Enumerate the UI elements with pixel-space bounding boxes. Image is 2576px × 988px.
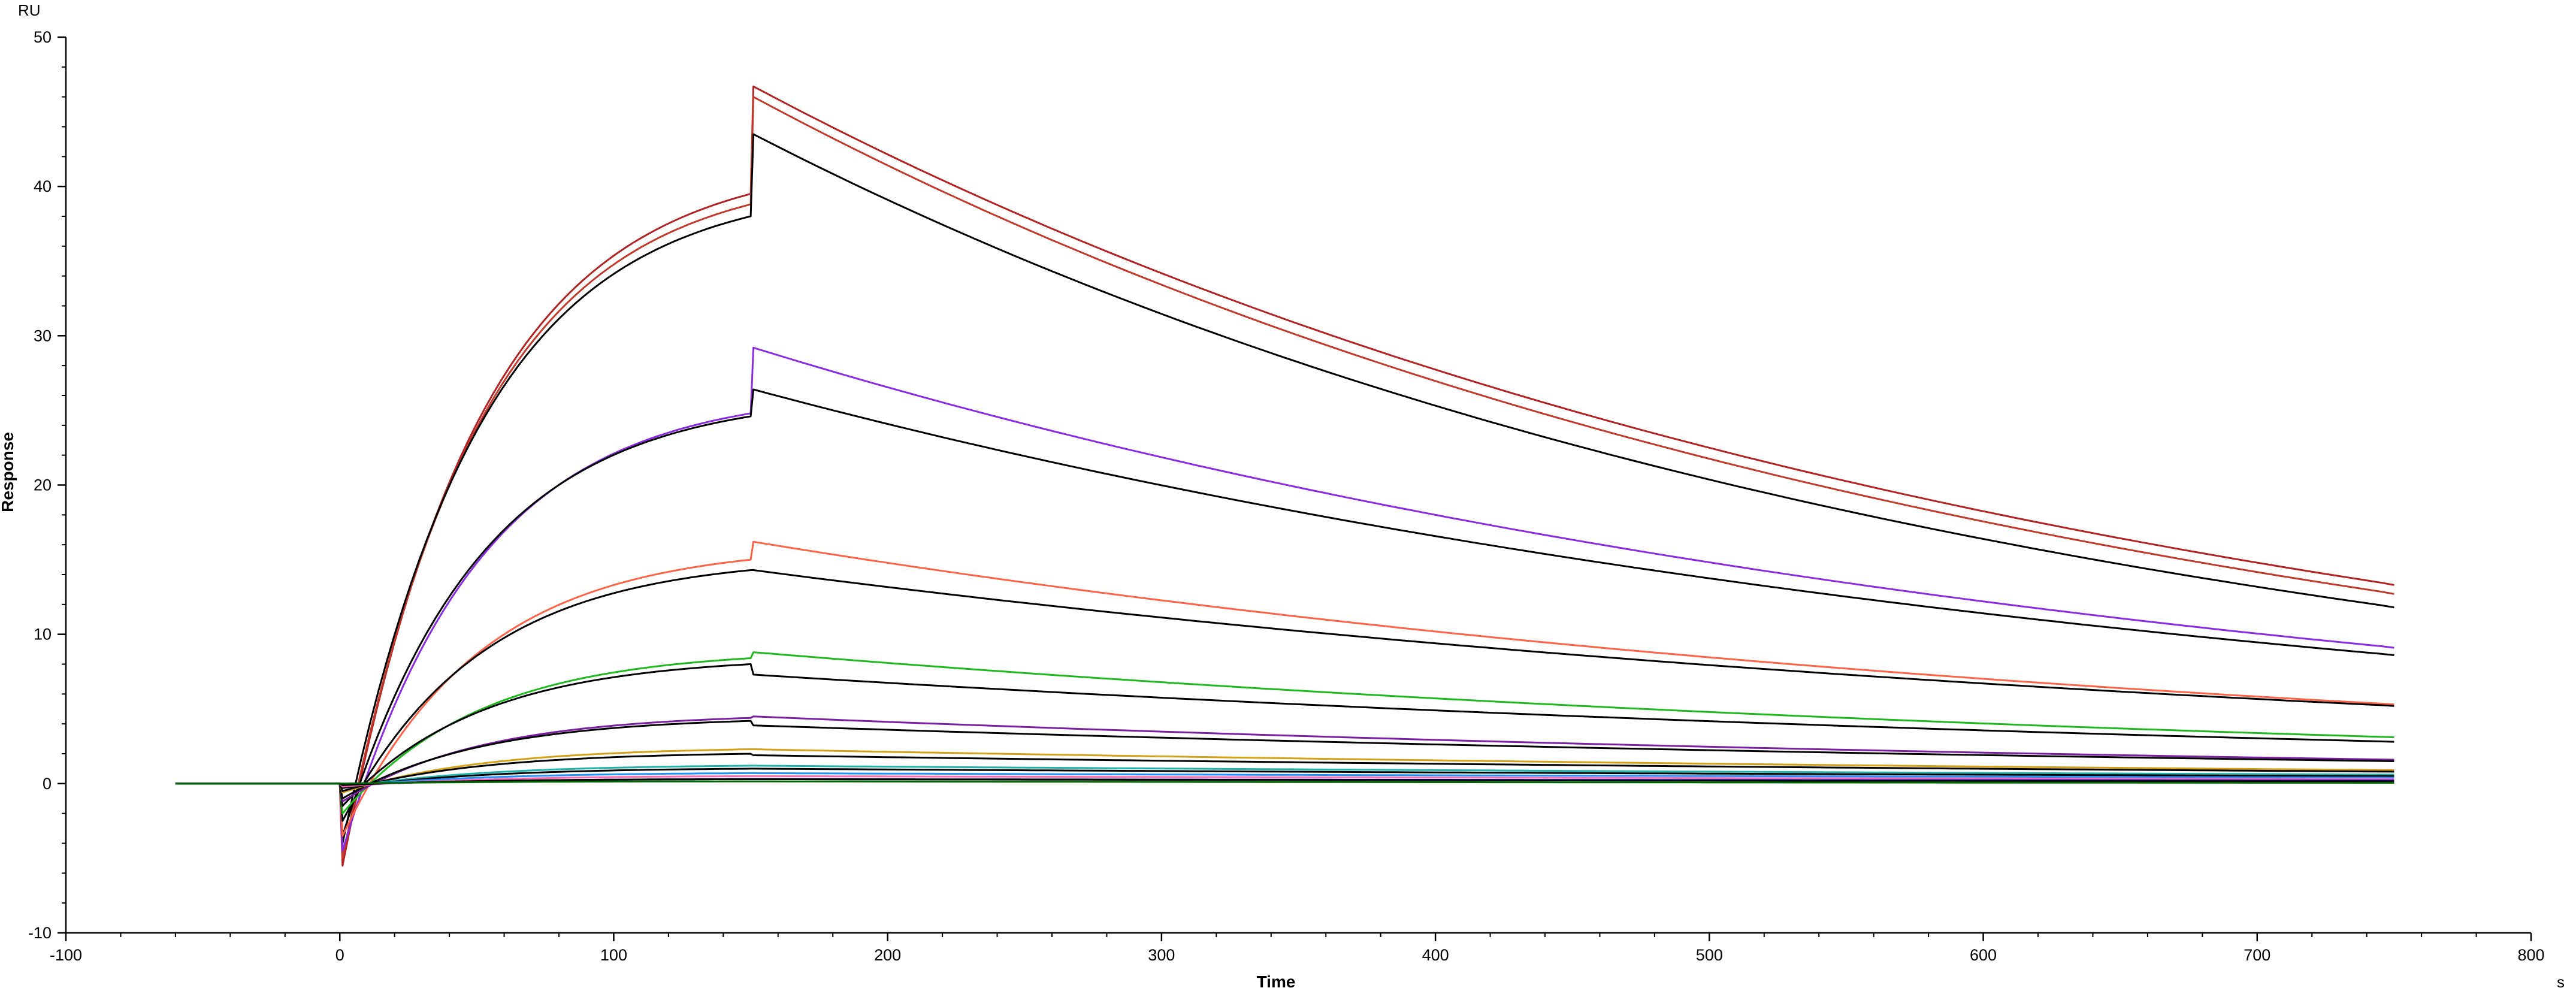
fit-curve-8	[175, 663, 2394, 807]
y-tick-label: 10	[34, 626, 52, 643]
axes	[65, 37, 2531, 934]
measured-curve-0	[175, 85, 2394, 867]
x-tick-label: 100	[600, 946, 627, 964]
measured-curve-16	[175, 775, 2394, 788]
x-axis-unit: s	[2557, 973, 2565, 988]
fit-curve-10	[175, 720, 2394, 800]
x-tick-label: -100	[50, 946, 82, 964]
y-tick-label: -10	[28, 924, 52, 942]
y-axis-title: Response	[0, 432, 17, 512]
fit-curve-2	[175, 133, 2394, 844]
measured-curve-1	[175, 96, 2394, 859]
y-tick-label: 50	[34, 28, 52, 46]
y-tick-label: 30	[34, 327, 52, 345]
x-tick-label: 0	[335, 946, 344, 964]
x-tick-label: 600	[1970, 946, 1997, 964]
measured-curve-19	[175, 780, 2394, 785]
fit-curve-14	[175, 768, 2394, 789]
x-tick-label: 500	[1696, 946, 1723, 964]
y-tick-label: 40	[34, 177, 52, 195]
x-tick-label: 300	[1148, 946, 1175, 964]
measured-curve-13	[175, 765, 2394, 789]
measured-curve-3	[175, 346, 2394, 852]
series-layer	[175, 85, 2394, 867]
measured-curve-15	[175, 772, 2394, 788]
y-tick-label: 0	[43, 775, 52, 793]
fit-curve-4	[175, 388, 2394, 837]
y-axis-ticks: -10 0 10 20 30 40 50	[28, 28, 66, 942]
x-axis-ticks: -100 0 100 200 300 400 500 600 700 800	[50, 933, 2545, 964]
fit-curve-12	[175, 753, 2394, 792]
x-tick-label: 400	[1422, 946, 1449, 964]
measured-curve-11	[175, 748, 2394, 794]
x-tick-label: 200	[874, 946, 901, 964]
y-tick-label: 20	[34, 476, 52, 494]
x-tick-label: 700	[2244, 946, 2270, 964]
y-axis-unit: RU	[18, 1, 41, 19]
x-tick-label: 800	[2517, 946, 2544, 964]
fit-curve-6	[175, 569, 2394, 822]
x-axis-title: Time	[1257, 972, 1296, 988]
